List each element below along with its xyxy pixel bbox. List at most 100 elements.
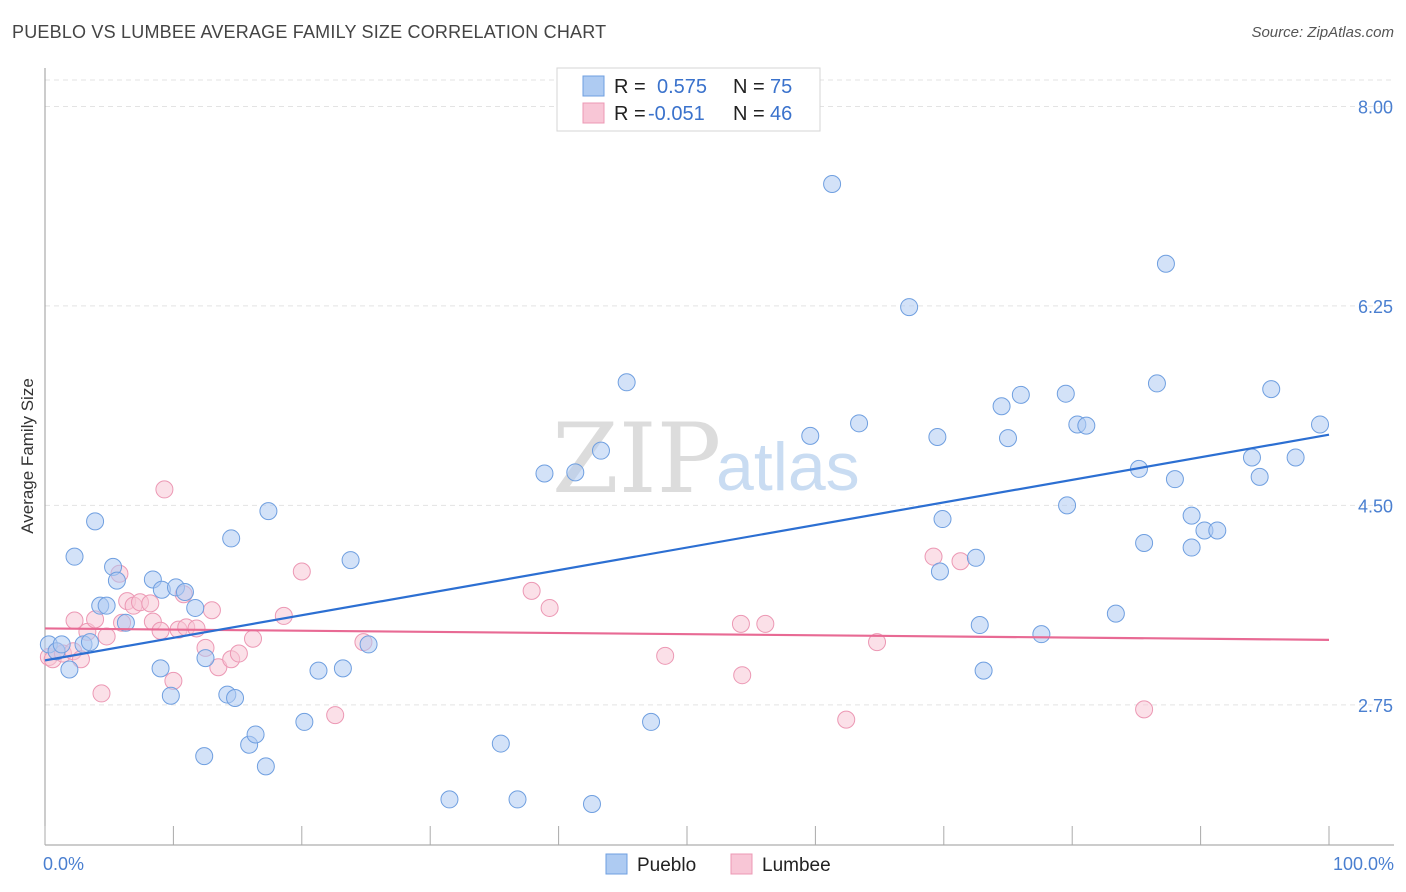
watermark-atlas: atlas — [716, 429, 860, 505]
pueblo-point — [196, 649, 215, 668]
lumbee-point — [868, 633, 887, 652]
pueblo-point — [1058, 496, 1077, 515]
pueblo-point — [161, 686, 180, 705]
pueblo-point — [966, 548, 985, 567]
pueblo-point — [97, 596, 116, 615]
pueblo-point — [535, 464, 554, 483]
pueblo-point — [974, 661, 993, 680]
gridlines — [45, 79, 1394, 706]
stats-legend: R = 0.575 N = 75 R = -0.051 N = 46 — [556, 67, 821, 132]
pueblo-point — [850, 414, 869, 433]
pueblo-point — [1262, 380, 1281, 399]
lumbee-point — [92, 684, 111, 703]
pueblo-trend-line — [44, 433, 1330, 662]
source-credit: Source: ZipAtlas.com — [1251, 24, 1394, 41]
pueblo-point — [970, 616, 989, 635]
x-tick-label-min: 0.0% — [43, 854, 84, 874]
bottom-legend-label-pueblo: Pueblo — [637, 855, 696, 876]
pueblo-point — [60, 660, 79, 679]
lumbee-point — [1135, 700, 1154, 719]
y-tick-labels: 2.75 4.50 6.25 8.00 — [1358, 97, 1393, 715]
pueblo-point — [1242, 448, 1261, 467]
lumbee-point — [151, 621, 170, 640]
pueblo-point — [107, 571, 126, 590]
pueblo-point — [1156, 254, 1175, 273]
pueblo-point — [256, 757, 275, 776]
legend-r-value-lumbee: -0.051 — [648, 103, 705, 125]
lumbee-point — [540, 598, 559, 617]
pueblo-point — [440, 790, 459, 809]
pueblo-point — [151, 659, 170, 678]
pueblo-point — [226, 688, 245, 707]
pueblo-point — [933, 510, 952, 529]
bottom-legend-label-lumbee: Lumbee — [762, 855, 831, 876]
pueblo-point — [1135, 533, 1154, 552]
pueblo-point — [1056, 384, 1075, 403]
pueblo-point — [928, 427, 947, 446]
lumbee-point — [756, 614, 775, 633]
pueblo-point — [1106, 604, 1125, 623]
pueblo-point — [1011, 385, 1030, 404]
pueblo-point — [86, 512, 105, 531]
pueblo-point — [900, 298, 919, 317]
series-legend: Pueblo Lumbee — [605, 853, 831, 876]
bottom-legend-swatch-lumbee — [730, 853, 753, 875]
legend-n-label-pueblo: N = — [733, 76, 765, 98]
pueblo-point — [930, 562, 949, 581]
pueblo-point — [1182, 538, 1201, 557]
lumbee-point — [837, 710, 856, 729]
pueblo-point — [1077, 416, 1096, 435]
lumbee-trend-line — [44, 627, 1330, 641]
pueblo-point — [582, 794, 601, 813]
pueblo-point — [259, 502, 278, 521]
legend-swatch-pueblo — [582, 75, 605, 97]
lumbee-point — [731, 614, 750, 633]
pueblo-point — [195, 747, 214, 766]
pueblo-point — [246, 725, 265, 744]
pueblo-point — [491, 734, 510, 753]
pueblo-point — [65, 547, 84, 566]
legend-swatch-lumbee — [582, 102, 605, 124]
legend-r-label-pueblo: R = — [614, 76, 646, 98]
lumbee-point — [164, 671, 183, 690]
pueblo-point — [80, 633, 99, 652]
pueblo-point — [1208, 521, 1227, 540]
pueblo-point — [175, 582, 194, 601]
pueblo-point — [52, 635, 71, 654]
bottom-legend-swatch-pueblo — [605, 853, 628, 875]
y-tick-label: 4.50 — [1358, 496, 1393, 516]
pueblo-point — [1165, 470, 1184, 489]
x-axis-ticks — [44, 826, 1330, 845]
lumbee-point — [292, 562, 311, 581]
watermark: ZIP atlas — [552, 403, 860, 515]
pueblo-point — [333, 659, 352, 678]
pueblo-point — [295, 712, 314, 731]
lumbee-points — [39, 480, 1154, 729]
lumbee-point — [326, 706, 345, 725]
pueblo-point — [1311, 415, 1330, 434]
y-tick-label: 6.25 — [1358, 297, 1393, 317]
legend-n-label-lumbee: N = — [733, 103, 765, 125]
lumbee-point — [229, 644, 248, 663]
chart-title: PUEBLO VS LUMBEE AVERAGE FAMILY SIZE COR… — [12, 22, 607, 42]
pueblo-point — [1147, 374, 1166, 393]
lumbee-point — [244, 629, 263, 648]
pueblo-point — [591, 441, 610, 460]
lumbee-point — [951, 552, 970, 571]
pueblo-point — [992, 397, 1011, 416]
y-tick-label: 8.00 — [1358, 97, 1393, 117]
pueblo-point — [1250, 467, 1269, 486]
pueblo-point — [642, 712, 661, 731]
pueblo-point — [1032, 625, 1051, 644]
pueblo-point — [309, 661, 328, 680]
pueblo-point — [801, 426, 820, 445]
lumbee-point — [274, 606, 293, 625]
pueblo-point — [1286, 448, 1305, 467]
lumbee-point — [97, 627, 116, 646]
pueblo-point — [359, 635, 378, 654]
watermark-zip: ZIP — [552, 403, 721, 515]
lumbee-point — [733, 666, 752, 685]
pueblo-point — [617, 373, 636, 392]
legend-n-value-lumbee: 46 — [770, 103, 792, 125]
